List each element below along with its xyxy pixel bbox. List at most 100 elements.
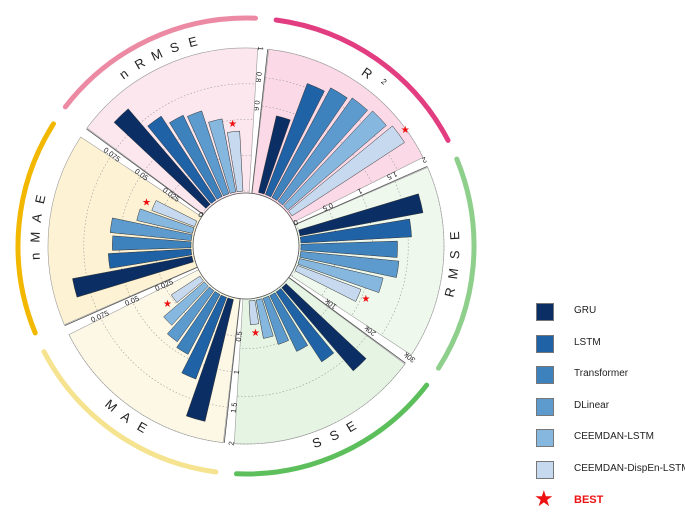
metric-letter-sse-1: S	[327, 427, 341, 444]
bar-rmse-5	[294, 265, 362, 302]
bar-rmse-1	[299, 218, 412, 244]
legend-item-transformer: Transformer	[536, 366, 681, 398]
bar-r-0	[258, 115, 291, 195]
band-nmae	[15, 121, 56, 336]
bar-sse-1	[275, 288, 335, 363]
best-star-nrmse: ★	[228, 119, 237, 130]
band-sse	[233, 382, 430, 477]
legend-item-ceemdan-dispen-lstm: CEEMDAN-DispEn-LSTM	[536, 460, 685, 493]
bar-sse-0	[281, 283, 367, 372]
bar-nmae-4	[136, 208, 195, 234]
tick-label-rmse-0: 0	[292, 217, 299, 227]
bar-mae-1	[181, 294, 227, 380]
axis-line-sse	[288, 277, 406, 364]
best-star-mae: ★	[163, 299, 172, 310]
tick-label-rmse-1: 0.5	[321, 201, 334, 213]
bar-sse-2	[269, 292, 309, 352]
best-star-r: ★	[401, 125, 410, 136]
metric-letter-r-0: R	[359, 64, 375, 82]
band-mae	[41, 349, 219, 475]
best-star-sse: ★	[251, 328, 260, 339]
bar-rmse-3	[299, 251, 400, 278]
metric-letter-nrmse-1: R	[132, 55, 148, 73]
metric-letter-nmae-3: E	[32, 193, 49, 205]
gridline-nmae-2	[83, 156, 111, 311]
tick-label-nrmse-0: 0	[196, 210, 205, 220]
tick-label-rmse-2: 1	[356, 186, 363, 196]
metric-letter-nrmse-2: M	[149, 46, 165, 64]
metric-letter-mae-1: A	[118, 409, 134, 426]
gridline-nrmse-3	[115, 83, 256, 150]
bar-nrmse-2	[169, 114, 223, 200]
bar-r-4	[283, 110, 387, 211]
bar-nrmse-3	[187, 110, 230, 197]
bar-r-1	[265, 83, 325, 198]
bar-r-2	[271, 87, 348, 201]
bar-nrmse-1	[147, 115, 217, 204]
bar-rmse-4	[297, 258, 384, 293]
legend-label-ceemdan-dispen-lstm: CEEMDAN-DispEn-LSTM	[574, 462, 685, 474]
metric-letter-rmse-1: M	[445, 267, 461, 280]
bar-mae-2	[176, 291, 221, 355]
best-star-nmae: ★	[142, 198, 151, 209]
bar-r-3	[277, 97, 368, 206]
legend-label-ceemdan-lstm: CEEMDAN-LSTM	[574, 431, 655, 442]
bar-mae-4	[163, 281, 209, 326]
metric-letter-rmse-0: R	[441, 286, 458, 298]
bar-nrmse-0	[113, 108, 211, 209]
axis-line-rmse	[294, 166, 428, 226]
gridline-r-2	[268, 49, 424, 158]
bar-rmse-2	[300, 240, 398, 258]
inner-circle	[192, 192, 300, 300]
bar-mae-3	[166, 286, 215, 343]
bar-nmae-5	[151, 200, 198, 227]
legend: GRU LSTM Transformer DLinear CEEMDAN-LST…	[534, 303, 685, 524]
legend-item-lstm: LSTM	[536, 334, 681, 367]
band-rmse	[436, 156, 477, 371]
metric-letter-nrmse-0: n	[116, 66, 131, 82]
bar-rmse-0	[298, 193, 424, 237]
metric-letter-nrmse-4: E	[187, 33, 199, 50]
tick-label-mae-2: 1.5	[229, 402, 239, 413]
bar-mae-5	[170, 275, 204, 303]
bar-nrmse-4	[208, 118, 237, 194]
legend-swatch-ceemdan-dispen-lstm	[536, 460, 554, 479]
metric-letter-sse-0: S	[310, 434, 324, 451]
tick-label-rmse-3: 1.5	[386, 169, 399, 181]
gridline-rmse-4	[411, 167, 445, 356]
bar-nmae-3	[109, 217, 193, 241]
tick-label-r-1: 0.8	[254, 71, 264, 82]
legend-label-gru: GRU	[574, 305, 597, 316]
tick-label-r-0: 0.6	[252, 100, 262, 111]
band-r	[273, 17, 451, 143]
best-star-icon: ★	[534, 486, 554, 511]
metric-letter-mae-0: M	[102, 396, 120, 414]
tick-label-mae-0: 0.5	[234, 331, 244, 342]
metric-letter-rmse-3: E	[447, 231, 462, 241]
axis-line-nrmse	[86, 128, 204, 215]
legend-item-best: ★ BEST	[534, 488, 681, 524]
legend-swatch-gru	[536, 303, 554, 321]
bar-nmae-0	[72, 255, 194, 298]
legend-swatch-dlinear	[536, 397, 554, 416]
legend-swatch-transformer	[536, 366, 554, 384]
axis-line-r	[251, 49, 269, 194]
gridline-rmse-3	[381, 181, 409, 336]
gridline-nrmse-0	[201, 190, 250, 214]
metric-letter-nrmse-3: S	[168, 39, 182, 56]
gridline-sse-2	[234, 363, 406, 445]
tick-label-mae-3: 2	[227, 441, 236, 446]
best-star-rmse: ★	[361, 294, 370, 305]
metric-letter-rmse-2: S	[447, 250, 462, 260]
metric-letter-nmae-2: A	[29, 212, 45, 223]
metric-letter-mae-2: E	[135, 419, 150, 436]
bar-mae-0	[185, 297, 234, 422]
gridline-mae-2	[100, 318, 228, 408]
legend-swatch-ceemdan-lstm	[536, 429, 554, 447]
metric-letter-nmae-0: n	[28, 252, 43, 260]
legend-label-lstm: LSTM	[574, 336, 601, 348]
legend-item-dlinear: DLinear	[536, 397, 681, 430]
metric-letter-nmae-1: M	[27, 231, 42, 242]
tick-label-mae-1: 1	[232, 370, 241, 375]
